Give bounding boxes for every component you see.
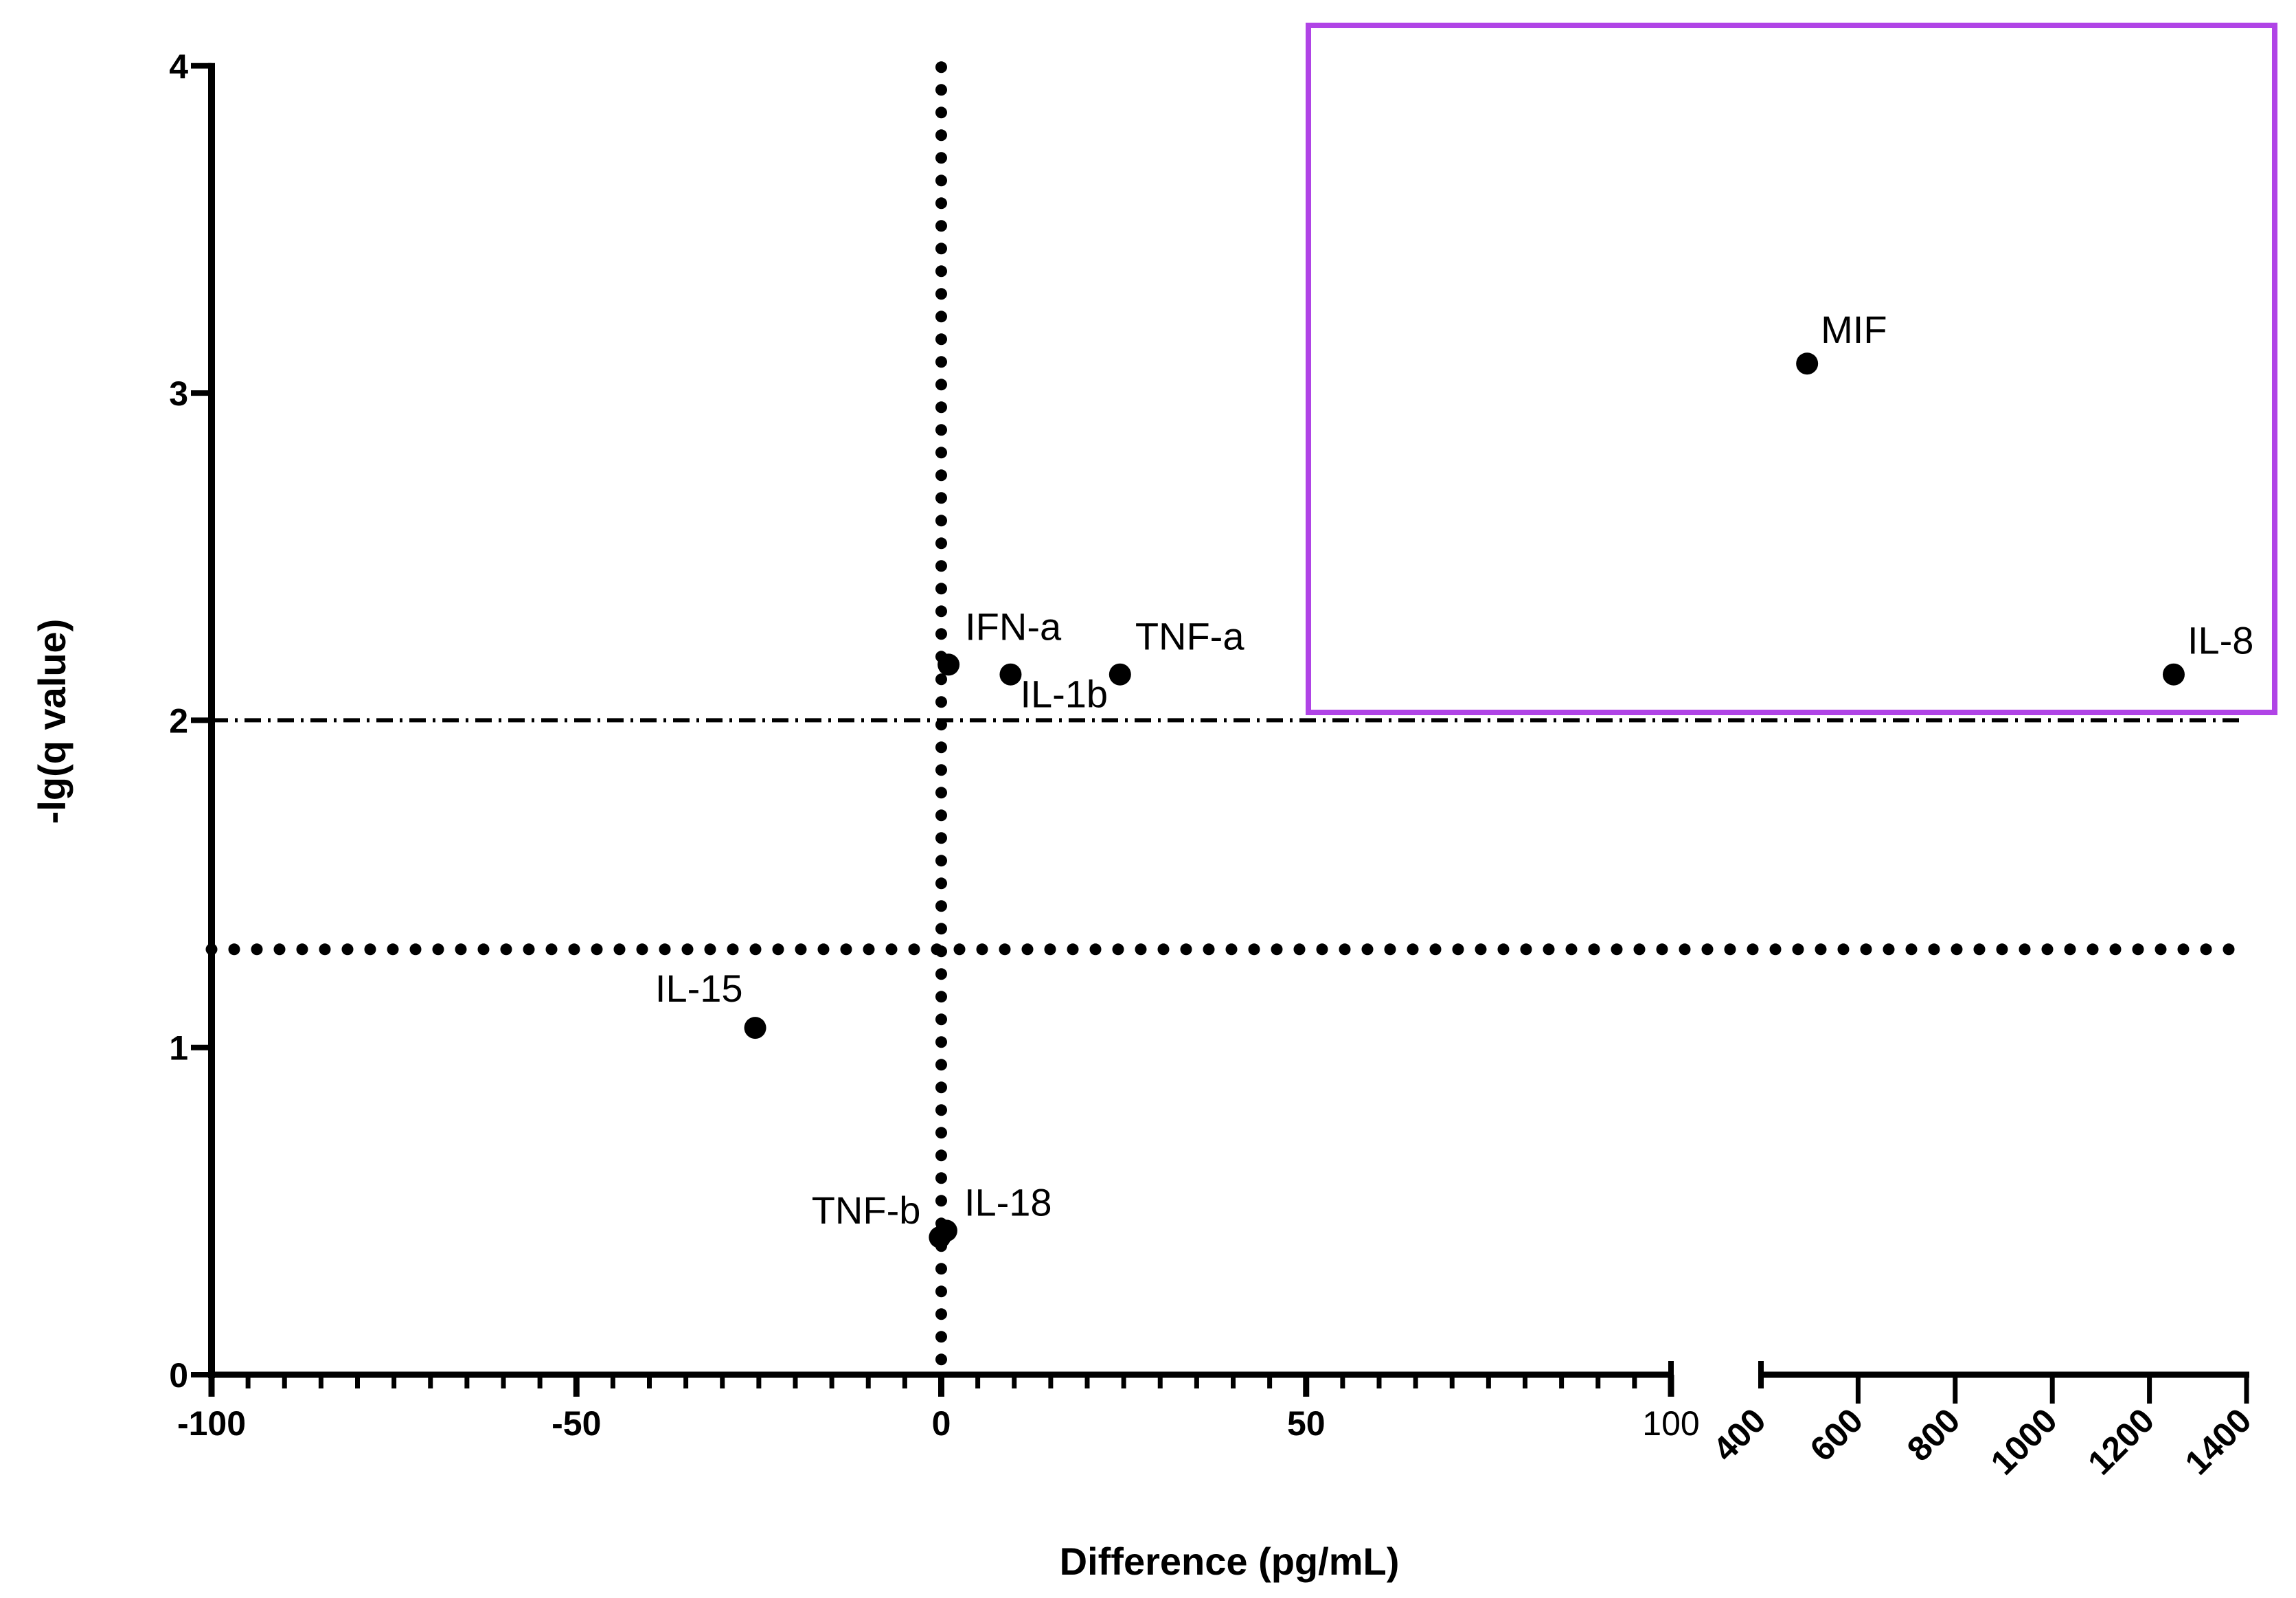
x-tick-label-rotated: 600 <box>1803 1401 1871 1469</box>
x-axis-title: Difference (pg/mL) <box>1060 1540 1400 1583</box>
data-point-il-18: IL-18 <box>935 1180 1052 1242</box>
y-axis: 0 1 2 3 4 <box>169 47 215 1395</box>
point-marker <box>999 663 1022 686</box>
data-point-il-1b: IL-1b <box>999 663 1108 716</box>
x-tick-label: 50 <box>1287 1404 1326 1443</box>
x-tick-label-rotated: 1000 <box>1984 1401 2065 1482</box>
point-label: TNF-a <box>1135 615 1245 658</box>
point-label: IFN-a <box>965 605 1062 648</box>
x-tick-label: -100 <box>177 1404 246 1443</box>
x-tick-label-rotated: 1400 <box>2178 1401 2259 1482</box>
x-tick-label: -50 <box>552 1404 601 1443</box>
data-point-ifn-a: IFN-a <box>937 605 1062 676</box>
point-label: IL-15 <box>655 967 743 1010</box>
y-tick-label: 0 <box>169 1356 188 1395</box>
point-marker <box>1109 663 1131 686</box>
y-tick-label: 4 <box>169 47 188 86</box>
point-marker <box>744 1017 766 1039</box>
x-tick-label: 100 <box>1642 1404 1699 1443</box>
highlight-box <box>1306 23 2277 715</box>
data-point-tnf-a: TNF-a <box>1109 615 1245 686</box>
x-tick-label-rotated: 400 <box>1705 1401 1773 1469</box>
point-label: IL-8 <box>2187 619 2254 662</box>
y-axis-title: -lg(q value) <box>30 619 73 824</box>
x-tick-label-rotated: 800 <box>1900 1401 1968 1469</box>
x-axis: -100 -50 0 50 100 400 600 800 1000 1200 1400 <box>177 1361 2259 1482</box>
data-point-il-8: IL-8 <box>2162 619 2254 686</box>
point-label: TNF-b <box>812 1189 921 1232</box>
point-marker <box>935 1219 957 1242</box>
y-tick-label: 2 <box>169 701 188 740</box>
point-marker <box>1796 352 1819 375</box>
highlight-box-layer <box>1306 23 2277 715</box>
point-label: MIF <box>1821 308 1887 351</box>
x-tick-label-rotated: 1200 <box>2080 1401 2161 1482</box>
point-marker <box>937 653 960 676</box>
data-point-mif: MIF <box>1796 308 1887 375</box>
point-label: IL-18 <box>964 1180 1052 1224</box>
reference-lines <box>205 61 2244 1381</box>
data-point-il-15: IL-15 <box>655 967 766 1039</box>
point-marker <box>2162 663 2185 686</box>
point-label: IL-1b <box>1020 673 1108 716</box>
y-tick-label: 1 <box>169 1029 188 1068</box>
data-points: IFN-a IL-1b TNF-a IL-15 TNF-b IL-18 MIF IL-8 <box>655 308 2254 1248</box>
x-tick-label: 0 <box>932 1404 951 1443</box>
data-point-tnf-b: TNF-b <box>812 1189 951 1248</box>
y-tick-label: 3 <box>169 374 188 413</box>
